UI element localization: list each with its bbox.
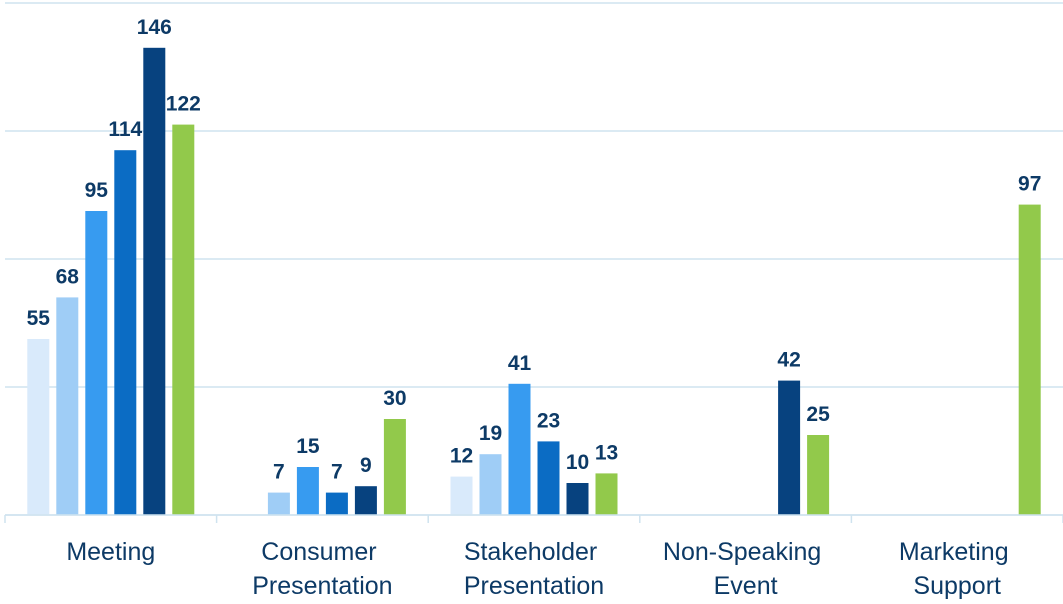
x-tick-label: Consumer Presentation (252, 538, 392, 600)
data-label: 13 (595, 441, 618, 464)
bar (778, 380, 801, 515)
data-label: 114 (108, 118, 142, 141)
bar (27, 339, 50, 515)
bar (537, 441, 560, 515)
data-label: 23 (537, 409, 560, 432)
data-label: 25 (806, 403, 830, 426)
bar (296, 467, 319, 515)
bar (114, 150, 137, 515)
data-label: 7 (331, 461, 343, 484)
bar (450, 476, 473, 515)
data-label: 41 (508, 352, 532, 375)
data-label: 7 (273, 461, 285, 484)
data-label: 12 (450, 445, 473, 468)
bar (143, 47, 166, 516)
data-label: 146 (137, 16, 172, 39)
bar (595, 473, 618, 515)
bar (566, 483, 589, 515)
bar (508, 383, 531, 515)
bar (85, 211, 108, 515)
data-label: 42 (777, 349, 800, 372)
data-label: 30 (383, 387, 406, 410)
data-label: 97 (1018, 173, 1041, 196)
bar (383, 419, 406, 515)
x-tick-label: Meeting (66, 538, 155, 566)
data-label: 55 (27, 307, 51, 330)
bar (325, 492, 348, 515)
bar (807, 435, 830, 515)
data-label: 122 (166, 93, 201, 116)
bar (479, 454, 502, 515)
data-label: 68 (56, 265, 80, 288)
x-tick-label: Marketing Support (899, 538, 1016, 600)
data-label: 10 (566, 451, 589, 474)
bar (1018, 204, 1041, 515)
x-tick-label: Stakeholder Presentation (464, 538, 604, 600)
data-label: 95 (85, 179, 109, 202)
bar (172, 124, 195, 515)
bar (56, 297, 79, 515)
bar (267, 492, 290, 515)
data-label: 19 (479, 422, 502, 445)
x-tick-label: Non-Speaking Event (663, 538, 828, 600)
data-label: 9 (360, 454, 372, 477)
data-label: 15 (296, 435, 320, 458)
bar (354, 486, 377, 515)
